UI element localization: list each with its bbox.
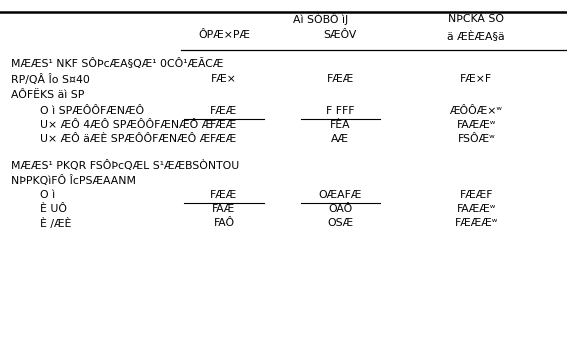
Text: MÆÆS¹ NKF SÔÞcÆA§QÆ¹ 0CÔ¹ÆÃCÆ: MÆÆS¹ NKF SÔÞcÆA§QÆ¹ 0CÔ¹ÆÃCÆ (11, 58, 224, 69)
Text: FÆÆ: FÆÆ (210, 120, 238, 130)
Text: O ì: O ì (40, 190, 55, 200)
Text: FAÆÆʷ: FAÆÆʷ (456, 204, 496, 214)
Text: FAÆÆʷ: FAÆÆʷ (456, 120, 496, 130)
Text: MÆÆS¹ PKQR FSÔÞcQÆL S¹ÆÆBSÒNTOU: MÆÆS¹ PKQR FSÔÞcQÆL S¹ÆÆBSÒNTOU (11, 160, 240, 172)
Text: SÆÔV: SÆÔV (324, 30, 357, 40)
Text: È UÔ: È UÔ (40, 204, 67, 214)
Text: È /ÆÈ: È /ÆÈ (40, 217, 71, 229)
Text: FÆÆÆʷ: FÆÆÆʷ (455, 218, 498, 228)
Text: FÆÆF: FÆÆF (459, 190, 493, 200)
Text: ä ÆÈÆA§ä: ä ÆÈÆA§ä (447, 30, 505, 41)
Text: NÞPKQìFÔ ÎcPSÆAANM: NÞPKQìFÔ ÎcPSÆAANM (11, 174, 136, 186)
Text: ÆÔÔÆ×ʷ: ÆÔÔÆ×ʷ (450, 106, 503, 116)
Text: FÆÆ: FÆÆ (210, 190, 238, 200)
Text: FSÔÆʷ: FSÔÆʷ (458, 134, 495, 144)
Text: Aì SÒBÔ ìJ: Aì SÒBÔ ìJ (293, 13, 348, 25)
Text: OAÔ: OAÔ (328, 204, 352, 214)
Text: AÔFËKS äì SP: AÔFËKS äì SP (11, 90, 84, 100)
Text: NÞCKÂ SÒ: NÞCKÂ SÒ (448, 14, 504, 24)
Text: ÔPÆ×PÆ: ÔPÆ×PÆ (198, 30, 250, 40)
Text: RP/QÂ Îo S¤40: RP/QÂ Îo S¤40 (11, 74, 90, 85)
Text: FAÔ: FAÔ (213, 218, 235, 228)
Text: U× ÆÔ 4ÆÔ SPÆÔÔFÆNÆÔ Æ: U× ÆÔ 4ÆÔ SPÆÔÔFÆNÆÔ Æ (40, 120, 212, 130)
Text: OSÆ: OSÆ (327, 218, 353, 228)
Text: U× ÆÔ äÆÈ SPÆÔÔFÆNÆÔ Æ: U× ÆÔ äÆÈ SPÆÔÔFÆNÆÔ Æ (40, 134, 210, 144)
Text: AÆ: AÆ (331, 134, 349, 144)
Text: F FFF: F FFF (326, 106, 354, 116)
Text: FÆÆ: FÆÆ (210, 106, 238, 116)
Text: FÈA: FÈA (330, 120, 350, 130)
Text: O ì SPÆÔÔFÆNÆÔ: O ì SPÆÔÔFÆNÆÔ (40, 106, 144, 116)
Text: FÆ×: FÆ× (211, 74, 237, 84)
Text: FÆ×F: FÆ×F (460, 74, 492, 84)
Text: FÆÆ: FÆÆ (210, 134, 238, 144)
Text: OÆAFÆ: OÆAFÆ (319, 190, 362, 200)
Text: FÆÆ: FÆÆ (327, 74, 354, 84)
Text: FAÆ: FAÆ (212, 204, 236, 214)
